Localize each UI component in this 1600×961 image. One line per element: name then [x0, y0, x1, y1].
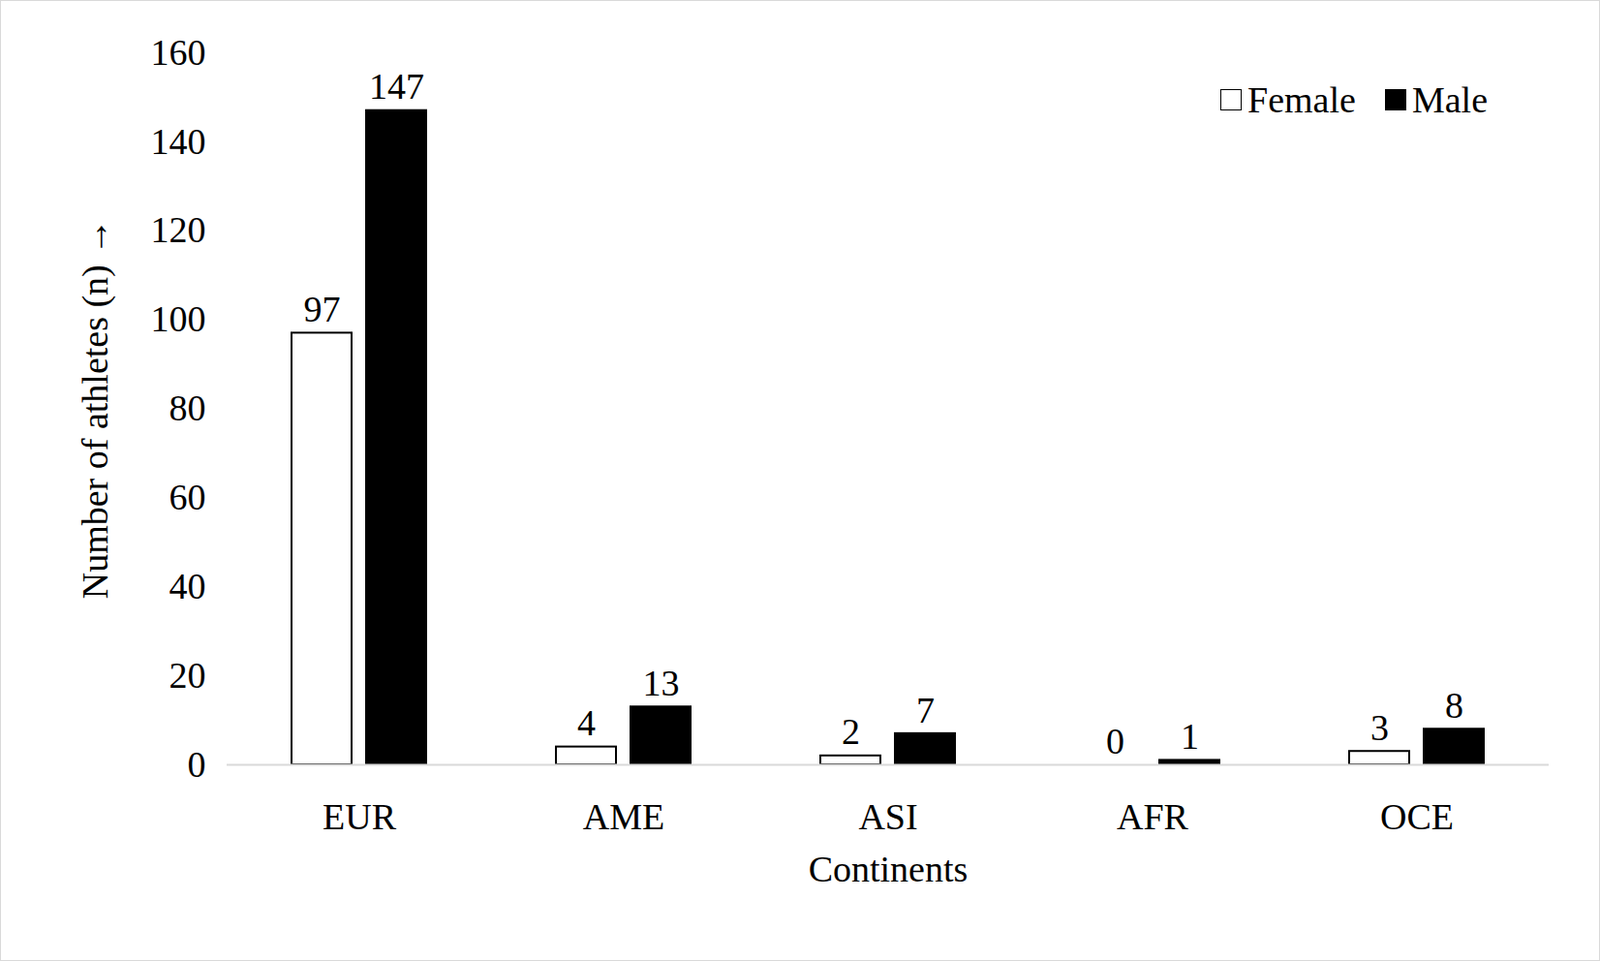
svg-text:160: 160	[151, 31, 207, 73]
svg-text:8: 8	[1445, 684, 1464, 726]
svg-text:97: 97	[304, 288, 341, 330]
svg-text:7: 7	[916, 689, 935, 731]
svg-text:120: 120	[151, 209, 207, 250]
svg-text:20: 20	[169, 654, 207, 696]
html-text:Male: Male	[1412, 79, 1488, 121]
svg-text:140: 140	[151, 121, 207, 162]
svg-text:147: 147	[369, 65, 425, 107]
svg-text:2: 2	[841, 710, 861, 752]
svg-text:100: 100	[151, 298, 207, 339]
svg-text:1: 1	[1180, 715, 1200, 757]
svg-text:3: 3	[1370, 707, 1389, 748]
svg-text:80: 80	[169, 387, 207, 429]
svg-text:OCE: OCE	[1380, 796, 1454, 837]
svg-text:EUR: EUR	[322, 796, 398, 837]
svg-text:Continents: Continents	[808, 848, 969, 890]
svg-text:4: 4	[577, 702, 596, 743]
svg-text:60: 60	[169, 476, 207, 518]
svg-text:13: 13	[643, 662, 680, 704]
svg-text:Number of athletes (n) →: Number of athletes (n) →	[74, 218, 117, 600]
html-text:Female: Female	[1247, 79, 1356, 121]
svg-text:40: 40	[169, 565, 207, 607]
svg-text:AFR: AFR	[1116, 796, 1190, 837]
svg-text:AME: AME	[583, 796, 665, 837]
svg-text:0: 0	[187, 743, 207, 785]
svg-text:0: 0	[1106, 720, 1125, 762]
svg-text:ASI: ASI	[858, 796, 918, 837]
